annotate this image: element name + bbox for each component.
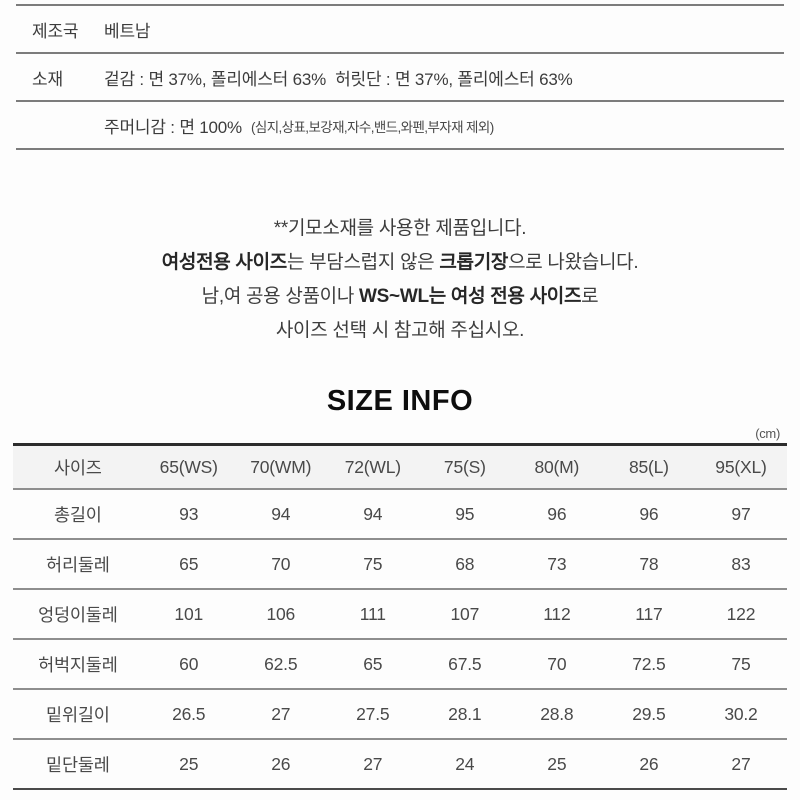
size-value-cell: 65 xyxy=(363,653,383,674)
size-value-cell: 93 xyxy=(179,503,199,524)
size-table-row: 엉덩이둘레 101 106 111 107 112 117 122 xyxy=(13,589,787,639)
size-value-cell: 72.5 xyxy=(632,653,666,674)
size-value-cell: 75 xyxy=(731,653,751,674)
size-value-cell: 65 xyxy=(179,553,199,574)
size-value-cell: 26 xyxy=(639,753,659,774)
notice-text-bold: 여성전용 사이즈 xyxy=(161,252,288,273)
info-row-origin-label: 제조국 xyxy=(32,21,79,41)
size-info-title: SIZE INFO xyxy=(326,385,474,417)
size-col-header: 70(WM) xyxy=(250,456,312,477)
notice-text-bold: 크롭기장 xyxy=(439,252,509,273)
info-row-origin-value: 베트남 xyxy=(104,21,151,41)
size-value-cell: 27 xyxy=(363,753,383,774)
size-table-row: 허벅지둘레 60 62.5 65 67.5 70 72.5 75 xyxy=(13,639,787,689)
size-table-row: 밑위길이 26.5 27 27.5 28.1 28.8 29.5 30.2 xyxy=(13,689,787,739)
size-value-cell: 101 xyxy=(174,603,204,624)
size-table-row: 총길이 93 94 94 95 96 96 97 xyxy=(13,489,787,539)
info-row-pocket-value: 주머니감 : 면 100% xyxy=(104,117,242,137)
notice-line: **기모소재를 사용한 제품입니다. xyxy=(0,212,800,246)
size-row-label: 엉덩이둘레 xyxy=(38,604,118,625)
size-value-cell: 78 xyxy=(639,553,659,574)
notice-line: 남,여 공용 상품이나 WS~WL는 여성 전용 사이즈로 xyxy=(0,280,800,314)
size-value-cell: 30.2 xyxy=(724,703,758,724)
size-value-cell: 70 xyxy=(271,553,291,574)
notice-block: **기모소재를 사용한 제품입니다. 여성전용 사이즈는 부담스럽지 않은 크롭기… xyxy=(0,212,800,348)
size-value-cell: 96 xyxy=(639,503,659,524)
size-value-cell: 95 xyxy=(455,503,475,524)
size-row-label: 총길이 xyxy=(54,504,102,525)
size-value-cell: 28.1 xyxy=(448,703,482,724)
notice-text: 남,여 공용 상품이나 xyxy=(201,286,360,307)
size-value-cell: 26 xyxy=(271,753,291,774)
size-col-label-header: 사이즈 xyxy=(54,457,102,478)
size-value-cell: 96 xyxy=(547,503,567,524)
notice-text-bold: WS~WL는 여성 전용 사이즈 xyxy=(359,286,582,307)
unit-label: (cm) xyxy=(755,426,780,441)
size-table-row: 허리둘레 65 70 75 68 73 78 83 xyxy=(13,539,787,589)
size-value-cell: 75 xyxy=(363,553,383,574)
notice-text: 으로 나왔습니다. xyxy=(508,252,639,273)
notice-text: 로 xyxy=(581,286,599,307)
size-value-cell: 25 xyxy=(179,753,199,774)
size-value-cell: 28.8 xyxy=(540,703,574,724)
notice-text: 는 부담스럽지 않은 xyxy=(286,252,440,273)
size-value-cell: 26.5 xyxy=(172,703,206,724)
size-value-cell: 27.5 xyxy=(356,703,390,724)
size-value-cell: 112 xyxy=(543,603,571,624)
size-value-cell: 27 xyxy=(731,753,751,774)
info-row-material: 소재 겉감 : 면 37%, 폴리에스터 63% 허릿단 : 면 37%, 폴리… xyxy=(16,54,784,102)
size-value-cell: 111 xyxy=(359,603,386,624)
size-col-header: 95(XL) xyxy=(715,456,767,477)
size-row-label: 밑단둘레 xyxy=(46,754,110,775)
size-value-cell: 27 xyxy=(271,703,291,724)
size-col-header: 85(L) xyxy=(628,456,669,477)
info-row-origin: 제조국 베트남 xyxy=(16,6,784,54)
info-row-pocket: 주머니감 : 면 100% (심지,상표,보강재,자수,밴드,와펜,부자재 제외… xyxy=(16,102,784,150)
size-row-label: 허벅지둘레 xyxy=(38,654,118,675)
size-value-cell: 25 xyxy=(547,753,567,774)
info-row-material-value: 겉감 : 면 37%, 폴리에스터 63% 허릿단 : 면 37%, 폴리에스터… xyxy=(104,69,573,89)
size-col-header: 75(S) xyxy=(443,456,486,477)
size-value-cell: 73 xyxy=(547,553,567,574)
notice-line: 사이즈 선택 시 참고해 주십시오. xyxy=(0,314,800,348)
size-value-cell: 60 xyxy=(179,653,199,674)
notice-text: 사이즈 선택 시 참고해 주십시오. xyxy=(275,320,525,341)
size-value-cell: 62.5 xyxy=(264,653,298,674)
info-row-pocket-note: (심지,상표,보강재,자수,밴드,와펜,부자재 제외) xyxy=(250,120,494,135)
size-value-cell: 107 xyxy=(450,603,480,624)
info-row-material-label: 소재 xyxy=(32,69,63,89)
size-col-header: 72(WL) xyxy=(344,456,401,477)
size-row-label: 허리둘레 xyxy=(46,554,110,575)
size-value-cell: 67.5 xyxy=(448,653,482,674)
notice-text: **기모소재를 사용한 제품입니다. xyxy=(273,218,527,239)
size-table-header-row: 사이즈 65(WS) 70(WM) 72(WL) 75(S) 80(M) 85(L) 95(X… xyxy=(13,444,787,489)
size-table-row: 밑단둘레 25 26 27 24 25 26 27 xyxy=(13,739,787,789)
product-detail-page: 제조국 베트남 소재 겉감 : 면 37%, 폴리에스터 63% 허릿단 : 면… xyxy=(0,4,800,790)
size-value-cell: 70 xyxy=(547,653,567,674)
size-row-label: 밑위길이 xyxy=(46,704,110,725)
size-col-header: 65(WS) xyxy=(159,456,218,477)
size-table: 사이즈 65(WS) 70(WM) 72(WL) 75(S) 80(M) 85(L) 95(X… xyxy=(13,443,787,790)
size-value-cell: 68 xyxy=(455,553,475,574)
size-value-cell: 106 xyxy=(266,603,296,624)
size-value-cell: 94 xyxy=(363,503,383,524)
notice-line: 여성전용 사이즈는 부담스럽지 않은 크롭기장으로 나왔습니다. xyxy=(0,246,800,280)
size-value-cell: 94 xyxy=(271,503,291,524)
size-value-cell: 117 xyxy=(635,603,663,624)
size-value-cell: 83 xyxy=(731,553,751,574)
size-value-cell: 29.5 xyxy=(632,703,666,724)
size-value-cell: 97 xyxy=(731,503,751,524)
size-value-cell: 122 xyxy=(726,603,756,624)
size-col-header: 80(M) xyxy=(534,456,580,477)
product-info-table: 제조국 베트남 소재 겉감 : 면 37%, 폴리에스터 63% 허릿단 : 면… xyxy=(16,4,784,150)
size-value-cell: 24 xyxy=(455,753,475,774)
